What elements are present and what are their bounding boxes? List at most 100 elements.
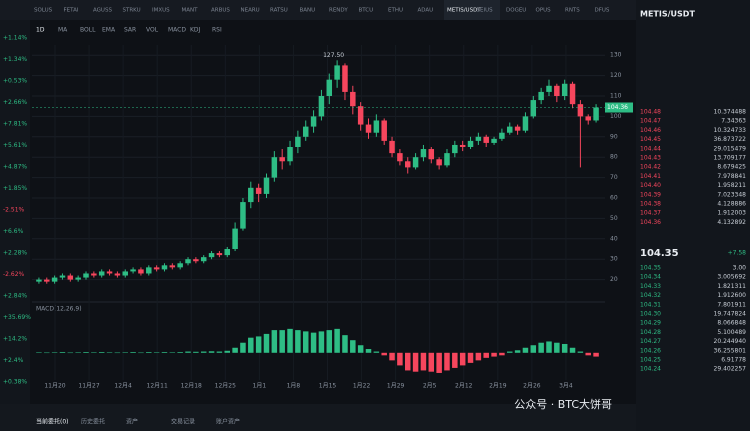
book-price[interactable]: 104.48: [640, 109, 661, 116]
book-price[interactable]: 104.39: [640, 191, 661, 198]
toolbar-item[interactable]: VOL: [146, 27, 159, 34]
macd-bar: [271, 330, 278, 353]
bottom-tab[interactable]: 资产: [126, 418, 138, 426]
tab[interactable]: SOLUS: [34, 8, 53, 14]
toolbar-item[interactable]: MACD: [168, 27, 186, 34]
tab[interactable]: ETHU: [388, 8, 403, 14]
book-price[interactable]: 104.26: [640, 347, 661, 354]
tab[interactable]: AGUSS: [93, 8, 112, 14]
tab[interactable]: RATSU: [270, 8, 288, 14]
book-price[interactable]: 104.40: [640, 182, 661, 189]
change[interactable]: +0.53%: [3, 78, 27, 85]
watermark: 公众号 · BTC大饼哥: [514, 397, 612, 411]
tab[interactable]: FETAI: [64, 8, 79, 14]
macd-bar: [232, 347, 238, 353]
macd-bar: [255, 336, 262, 353]
tab[interactable]: IMXUS: [152, 8, 170, 14]
candle-body: [287, 147, 293, 162]
toolbar-item[interactable]: 1D: [36, 27, 45, 34]
tab[interactable]: METIS/USDT: [447, 8, 481, 14]
book-price[interactable]: 104.28: [640, 329, 661, 336]
tab[interactable]: SEIUS: [477, 8, 494, 14]
book-amount: 10.324733: [714, 127, 747, 134]
macd-bar: [67, 352, 74, 354]
change[interactable]: +6.6%: [3, 228, 24, 235]
book-price[interactable]: 104.37: [640, 210, 661, 217]
book-price[interactable]: 104.46: [640, 127, 661, 134]
book-price[interactable]: 104.36: [640, 219, 661, 226]
toolbar-item[interactable]: BOLL: [80, 27, 96, 34]
bottom-tab[interactable]: 历史委托: [81, 418, 105, 426]
candle-body: [577, 104, 584, 117]
macd-bar: [138, 352, 144, 354]
book-price[interactable]: 104.44: [640, 145, 661, 152]
book-price[interactable]: 104.42: [640, 164, 661, 171]
time-label: 2月5: [423, 383, 437, 390]
book-price[interactable]: 104.24: [640, 366, 661, 373]
change[interactable]: +14.2%: [3, 336, 27, 343]
change[interactable]: +0.38%: [3, 379, 27, 386]
bottom-tab[interactable]: 交易记录: [171, 418, 195, 426]
change[interactable]: +2.84%: [3, 293, 27, 300]
change[interactable]: +4.87%: [3, 164, 27, 171]
change[interactable]: -2.62%: [3, 271, 25, 278]
macd-bar: [365, 349, 372, 353]
book-price[interactable]: 104.32: [640, 292, 661, 299]
tab[interactable]: DFUS: [595, 8, 610, 14]
change[interactable]: +1.34%: [3, 56, 27, 63]
macd-bar: [483, 352, 489, 358]
change[interactable]: +2.28%: [3, 250, 27, 257]
book-amount: 7.978841: [717, 173, 746, 180]
book-price[interactable]: 104.25: [640, 357, 661, 364]
book-amount: 29.015479: [714, 145, 747, 152]
toolbar-item[interactable]: EMA: [102, 27, 116, 34]
macd-bar: [389, 352, 395, 361]
tab[interactable]: NEARU: [241, 8, 260, 14]
change[interactable]: +7.81%: [3, 121, 27, 128]
tab[interactable]: BANU: [300, 8, 316, 14]
change[interactable]: +2.4%: [3, 357, 24, 364]
tab[interactable]: MANT: [182, 8, 199, 14]
toolbar-item[interactable]: RSI: [212, 27, 222, 34]
book-price[interactable]: 104.30: [640, 311, 661, 318]
toolbar-item[interactable]: KDJ: [190, 27, 201, 34]
book-price[interactable]: 104.31: [640, 301, 661, 308]
book-price[interactable]: 104.35: [640, 265, 661, 272]
book-price[interactable]: 104.27: [640, 338, 661, 345]
bottom-tab[interactable]: 账户资产: [216, 418, 240, 426]
macd-bar: [98, 352, 105, 353]
tab[interactable]: DOGEU: [506, 8, 526, 14]
change[interactable]: +1.85%: [3, 185, 27, 192]
tab[interactable]: STRKU: [123, 8, 141, 14]
time-label: 11月27: [78, 383, 99, 390]
tab[interactable]: BTCU: [359, 8, 374, 14]
change[interactable]: +35.69%: [3, 314, 31, 321]
bottom-tab[interactable]: 当前委托(0): [36, 418, 69, 426]
change[interactable]: +5.61%: [3, 142, 27, 149]
tab[interactable]: RENDY: [329, 8, 348, 14]
change[interactable]: +1.14%: [3, 35, 27, 42]
book-price[interactable]: 104.33: [640, 283, 661, 290]
time-label: 1月1: [253, 383, 267, 390]
book-price[interactable]: 104.34: [640, 274, 661, 281]
book-price[interactable]: 104.41: [640, 173, 661, 180]
toolbar-item[interactable]: SAR: [124, 27, 136, 34]
candle-body: [373, 120, 380, 133]
tab[interactable]: OPUS: [536, 8, 552, 14]
book-price[interactable]: 104.47: [640, 118, 661, 125]
book-price[interactable]: 104.43: [640, 155, 661, 162]
tab[interactable]: ADAU: [418, 8, 434, 14]
book-price[interactable]: 104.38: [640, 201, 661, 208]
change[interactable]: +2.66%: [3, 99, 27, 106]
tab[interactable]: ARBUS: [211, 8, 230, 14]
time-label: 1月22: [353, 383, 371, 390]
candle-body: [318, 96, 325, 117]
toolbar-item[interactable]: MA: [58, 27, 68, 34]
book-amount: 29.402257: [714, 366, 747, 373]
tab[interactable]: RNTS: [565, 8, 580, 14]
y-tick-label: 20: [610, 276, 618, 283]
change[interactable]: -2.51%: [3, 207, 25, 214]
book-amount: 13.709177: [714, 155, 747, 162]
book-price[interactable]: 104.29: [640, 320, 661, 327]
book-price[interactable]: 104.45: [640, 136, 661, 143]
